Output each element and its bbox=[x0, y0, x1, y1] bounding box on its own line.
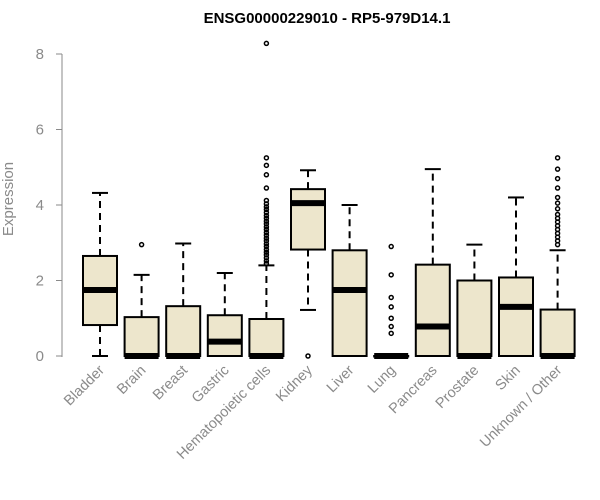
box-pancreas bbox=[414, 168, 451, 357]
outlier-point bbox=[263, 241, 270, 247]
outlier-point bbox=[388, 330, 394, 337]
outlier-point bbox=[263, 260, 270, 267]
boxes-group bbox=[82, 40, 576, 359]
x-tick-label: Bladder bbox=[61, 362, 108, 409]
box-iqr bbox=[456, 279, 493, 357]
y-tick-label: 2 bbox=[36, 273, 44, 290]
box-breast bbox=[165, 242, 202, 359]
outlier-point bbox=[138, 241, 145, 248]
x-tick-label: Lung bbox=[365, 363, 399, 397]
outlier-point bbox=[263, 206, 270, 213]
outlier-point bbox=[263, 185, 270, 191]
outlier-point bbox=[263, 162, 270, 169]
box-iqr bbox=[123, 316, 160, 357]
box-iqr bbox=[290, 188, 326, 251]
outlier-point bbox=[263, 249, 270, 255]
outlier-point bbox=[554, 206, 561, 212]
box-iqr bbox=[331, 249, 368, 357]
box-lung bbox=[373, 243, 410, 359]
outlier-point bbox=[388, 243, 394, 250]
box-unknown-other bbox=[539, 155, 576, 359]
outlier-point bbox=[263, 258, 270, 264]
y-tick-label: 4 bbox=[36, 197, 44, 214]
x-tick-label: Kidney bbox=[273, 362, 316, 405]
y-tick-label: 0 bbox=[36, 348, 44, 365]
box-bladder bbox=[82, 191, 118, 357]
outlier-point bbox=[554, 155, 561, 161]
box-iqr bbox=[414, 263, 451, 357]
outlier-point bbox=[263, 218, 270, 224]
box-skin bbox=[498, 196, 534, 358]
box-iqr bbox=[539, 308, 576, 358]
outlier-point bbox=[263, 235, 270, 241]
x-tick-label: Liver bbox=[324, 362, 358, 396]
outlier-point bbox=[263, 209, 270, 216]
outlier-point bbox=[388, 294, 394, 301]
outlier-point bbox=[554, 194, 561, 201]
box-hematopoietic-cells bbox=[248, 40, 285, 359]
outlier-point bbox=[263, 155, 270, 161]
y-axis-label: Expression bbox=[0, 162, 17, 236]
outlier-point bbox=[388, 304, 394, 310]
x-tick-label: Brain bbox=[114, 363, 149, 398]
chart-title: ENSG00000229010 - RP5-979D14.1 bbox=[204, 10, 451, 27]
outlier-point bbox=[263, 246, 270, 253]
outlier-point bbox=[305, 353, 311, 359]
box-iqr bbox=[498, 276, 534, 358]
box-iqr bbox=[206, 314, 243, 358]
outlier-point bbox=[388, 272, 394, 278]
outlier-point bbox=[263, 215, 270, 221]
outlier-point bbox=[554, 166, 561, 172]
box-iqr bbox=[248, 318, 285, 358]
outlier-point bbox=[263, 252, 270, 258]
outlier-point bbox=[263, 255, 270, 261]
box-iqr bbox=[165, 305, 202, 358]
outlier-point bbox=[263, 229, 270, 236]
box-brain bbox=[123, 241, 160, 359]
outlier-point bbox=[263, 40, 270, 47]
outlier-point bbox=[554, 185, 561, 191]
box-prostate bbox=[456, 243, 493, 359]
box-kidney bbox=[290, 169, 326, 359]
outlier-point bbox=[263, 172, 270, 178]
outlier-point bbox=[554, 211, 561, 218]
y-tick-label: 8 bbox=[36, 46, 44, 63]
box-liver bbox=[331, 204, 368, 357]
x-tick-label: Breast bbox=[150, 363, 191, 404]
box-gastric bbox=[206, 271, 243, 358]
y-axis-ticks: 0 2 4 6 8 bbox=[36, 46, 62, 365]
outlier-point bbox=[263, 204, 270, 210]
outlier-point bbox=[388, 315, 394, 321]
outlier-point bbox=[263, 232, 270, 238]
outlier-point bbox=[263, 197, 270, 204]
outlier-point bbox=[263, 243, 270, 250]
x-tick-label: Skin bbox=[493, 363, 524, 394]
x-tick-label: Prostate bbox=[433, 363, 482, 412]
outlier-point bbox=[388, 323, 394, 330]
outlier-point bbox=[554, 200, 561, 206]
outlier-point bbox=[554, 175, 561, 182]
y-tick-label: 6 bbox=[36, 122, 44, 139]
outlier-point bbox=[263, 221, 270, 227]
outlier-point bbox=[263, 224, 270, 230]
outlier-point bbox=[263, 238, 270, 244]
outlier-point bbox=[263, 212, 270, 219]
outlier-point bbox=[263, 226, 270, 233]
